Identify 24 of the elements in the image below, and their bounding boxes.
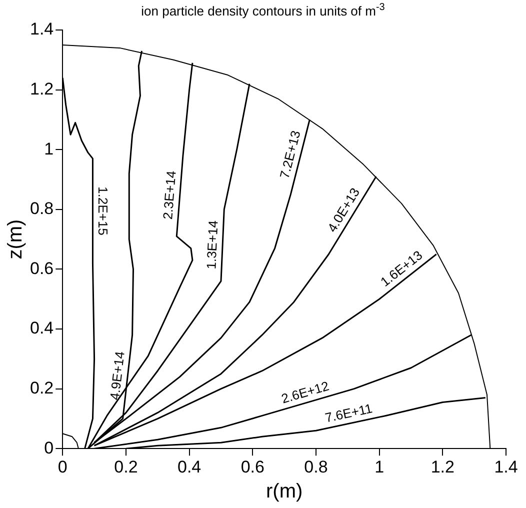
x-tick-label: 1.4	[494, 457, 518, 476]
y-tick-label: 0.6	[30, 258, 54, 278]
y-tick-label: 0.8	[30, 199, 54, 218]
y-axis-title: z(m)	[4, 219, 27, 260]
x-tick-label: 0.8	[304, 457, 328, 476]
y-tick-label: 0.2	[30, 378, 54, 398]
x-tick-label: 0	[58, 457, 68, 476]
y-tick-label: 1.2	[30, 79, 54, 98]
y-tick-label: 0	[44, 438, 54, 458]
text: 1.2E+15	[96, 186, 111, 236]
x-tick-label: 1.2	[430, 457, 454, 476]
x-tick-label: 0.6	[240, 457, 264, 476]
y-tick-label: 1	[44, 139, 54, 158]
chart-title: ion particle density contours in units of m$^{-3}$	[140, 2, 386, 18]
x-tick-label: 0.4	[177, 457, 202, 476]
text: 4.9E+14	[106, 350, 128, 401]
text: 7.2E+13	[276, 129, 304, 180]
text: 2.3E+14	[160, 170, 179, 220]
x-axis-title: r(m)	[266, 480, 303, 503]
x-tick-label: 0.2	[114, 457, 138, 476]
text: 1.3E+14	[204, 220, 221, 270]
y-tick-label: 1.4	[30, 20, 54, 39]
y-tick-label: 0.4	[30, 318, 54, 338]
x-tick-label: 1	[374, 457, 384, 476]
